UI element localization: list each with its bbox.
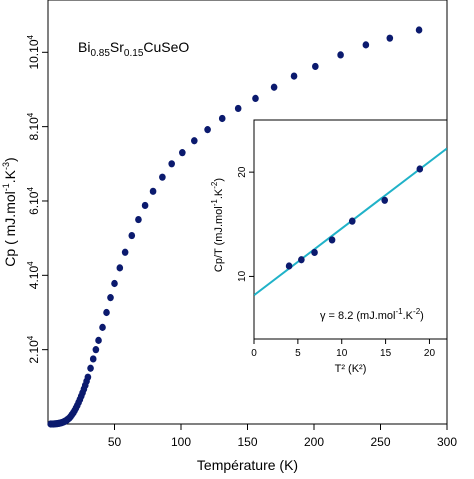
main-y-tick-exponent: 4 xyxy=(26,35,35,40)
inset-gamma-annotation: γ = 8.2 (mJ.mol-1.K-2) xyxy=(320,307,424,322)
main-data-point xyxy=(270,83,278,91)
inset-data-point xyxy=(298,256,305,264)
main-data-point xyxy=(337,51,344,59)
main-data-point xyxy=(168,160,175,168)
inset-x-tick-label: 5 xyxy=(295,348,301,359)
main-y-tick-mantissa: 6.10 xyxy=(27,191,41,215)
title-part: Sr xyxy=(110,39,124,55)
inset-data-point xyxy=(328,236,336,244)
gamma-annotation-part: γ = 8.2 (mJ.mol xyxy=(320,310,396,322)
inset-y-axis-label-part: Cp/T (mJ.mol xyxy=(213,206,225,272)
main-y-tick-label: 6.104 xyxy=(26,187,41,215)
main-data-point xyxy=(103,308,110,317)
main-data-point xyxy=(415,26,423,34)
main-y-tick-exponent: 4 xyxy=(26,261,35,266)
main-data-point xyxy=(121,248,129,256)
main-y-tick-exponent: 4 xyxy=(26,187,35,192)
inset-data-point xyxy=(381,196,389,204)
main-data-point xyxy=(252,94,259,102)
gamma-annotation-sup: -2 xyxy=(413,307,421,316)
main-x-tick-label: 100 xyxy=(171,435,191,449)
main-y-tick-exponent: 4 xyxy=(26,112,35,117)
main-data-point xyxy=(290,72,298,80)
inset-x-tick-label: 15 xyxy=(380,348,392,359)
title-subscript: 0.15 xyxy=(124,48,144,59)
main-data-point xyxy=(234,104,242,113)
main-y-axis-label-sup: -1 xyxy=(1,183,11,191)
main-y-tick-mantissa: 8.10 xyxy=(27,117,41,141)
main-data-point xyxy=(362,41,370,49)
inset-y-tick-label: 10 xyxy=(237,270,248,282)
main-data-point xyxy=(179,149,186,157)
main-data-point xyxy=(99,323,106,331)
main-y-tick-label: 4.104 xyxy=(26,261,41,289)
main-data-point xyxy=(92,346,100,354)
inset-y-axis-label-sup: -2 xyxy=(210,181,219,189)
main-data-point xyxy=(111,279,118,288)
inset-y-axis-label-part: .K xyxy=(213,188,225,199)
gamma-annotation-part: .K xyxy=(403,310,414,322)
main-data-point xyxy=(159,173,166,181)
inset-y-axis-label-part: ) xyxy=(213,178,225,182)
main-data-point xyxy=(141,201,149,210)
main-data-point xyxy=(128,231,136,240)
main-data-point xyxy=(107,294,114,302)
inset-y-tick-label: 20 xyxy=(237,166,248,178)
main-y-axis-label-part: .K xyxy=(2,169,18,183)
main-y-axis-label-sup: -3 xyxy=(1,162,11,170)
main-x-tick-label: 50 xyxy=(108,435,122,449)
inset-plot-frame xyxy=(253,119,448,340)
main-y-tick-exponent: 4 xyxy=(26,335,35,340)
main-x-tick-label: 150 xyxy=(237,435,257,449)
main-y-axis-label-part: ) xyxy=(2,157,18,162)
main-data-point xyxy=(191,137,198,145)
main-x-tick-label: 200 xyxy=(304,435,324,449)
main-data-point xyxy=(89,355,97,363)
main-data-point xyxy=(135,215,142,224)
inset-x-axis-label: T² (K²) xyxy=(335,363,367,375)
main-x-tick-label: 300 xyxy=(437,435,457,449)
main-data-point xyxy=(84,373,92,381)
inset-data-point xyxy=(348,217,356,225)
title-part: Bi xyxy=(78,39,90,55)
main-plot-title: Bi0.85Sr0.15CuSeO xyxy=(78,39,189,59)
main-data-point xyxy=(386,34,394,42)
main-y-axis-label: Cp ( mJ.mol-1.K-3) xyxy=(1,157,18,266)
main-data-point xyxy=(312,62,319,71)
main-data-point xyxy=(87,364,94,372)
gamma-annotation-part: ) xyxy=(420,310,424,322)
main-y-tick-label: 10.104 xyxy=(26,35,41,70)
gamma-annotation-sup: -1 xyxy=(396,307,404,316)
main-data-point xyxy=(149,187,157,195)
main-x-tick-label: 250 xyxy=(370,435,390,449)
main-data-point xyxy=(116,264,124,272)
title-subscript: 0.85 xyxy=(90,48,110,59)
inset-data-point xyxy=(416,165,424,173)
inset-x-tick-label: 0 xyxy=(251,348,257,359)
main-y-tick-mantissa: 10.10 xyxy=(27,39,41,69)
main-y-tick-mantissa: 4.10 xyxy=(27,266,41,290)
main-data-point xyxy=(95,336,102,344)
inset-x-tick-label: 20 xyxy=(424,348,436,359)
inset-data-point xyxy=(311,248,318,257)
main-y-tick-label: 8.104 xyxy=(26,112,41,140)
main-data-point xyxy=(218,114,226,123)
inset-y-axis-label: Cp/T (mJ.mol-1.K-2) xyxy=(210,178,225,272)
main-y-tick-mantissa: 2.10 xyxy=(27,340,41,364)
main-y-tick-label: 2.104 xyxy=(26,335,41,363)
inset-y-axis-label-sup: -1 xyxy=(210,199,219,207)
inset-x-tick-label: 10 xyxy=(336,348,348,359)
main-y-axis-label-part: Cp ( mJ.mol xyxy=(2,191,18,266)
inset-data-point xyxy=(285,262,293,270)
main-data-point xyxy=(204,126,211,134)
title-part: CuSeO xyxy=(143,39,189,55)
main-x-axis-label: Température (K) xyxy=(197,457,298,473)
